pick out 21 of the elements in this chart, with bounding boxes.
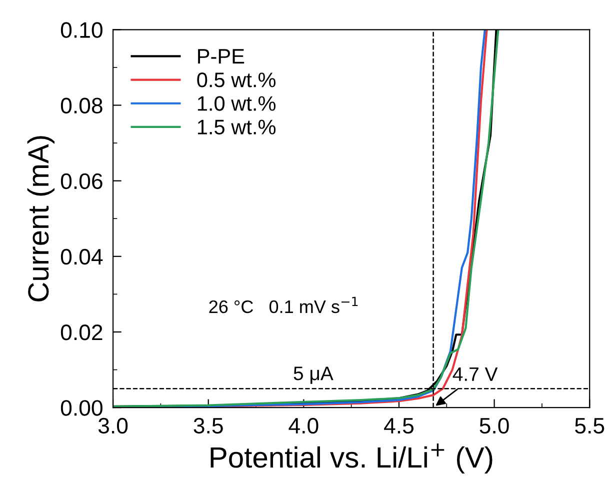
x-tick-label: 3.5: [194, 418, 223, 434]
x-tick-label: 4.5: [384, 418, 414, 434]
ref-line-label: 4.7 V: [452, 367, 498, 381]
y-tick-label: 0.04: [60, 248, 103, 265]
x-tick-label: 5.5: [575, 418, 604, 434]
ref-line-label: 5 μA: [294, 366, 334, 384]
legend-label: P-PE: [198, 49, 244, 64]
legend-label: 0.5 wt.%: [197, 72, 276, 88]
y-tick-label: 0.00: [60, 400, 102, 416]
x-tick-label: 5.0: [480, 418, 509, 434]
y-axis-title: Current (mA): [27, 136, 54, 302]
annotation: 26 °C 0.1 mV s$^{−1}$: [209, 296, 358, 314]
y-tick-label: 0.10: [60, 22, 102, 38]
y-tick-label: 0.06: [60, 173, 102, 190]
x-axis-title: Potential vs. Li/Li$^{+}$ (V): [210, 444, 492, 474]
legend-label: 1.5 wt.%: [198, 120, 276, 134]
x-tick-label: 4.0: [288, 418, 318, 434]
y-tick-label: 0.02: [60, 324, 102, 340]
x-tick-label: 3.0: [98, 418, 128, 434]
y-tick-label: 0.08: [60, 98, 102, 114]
legend-label: 1.0 wt.%: [198, 96, 276, 111]
